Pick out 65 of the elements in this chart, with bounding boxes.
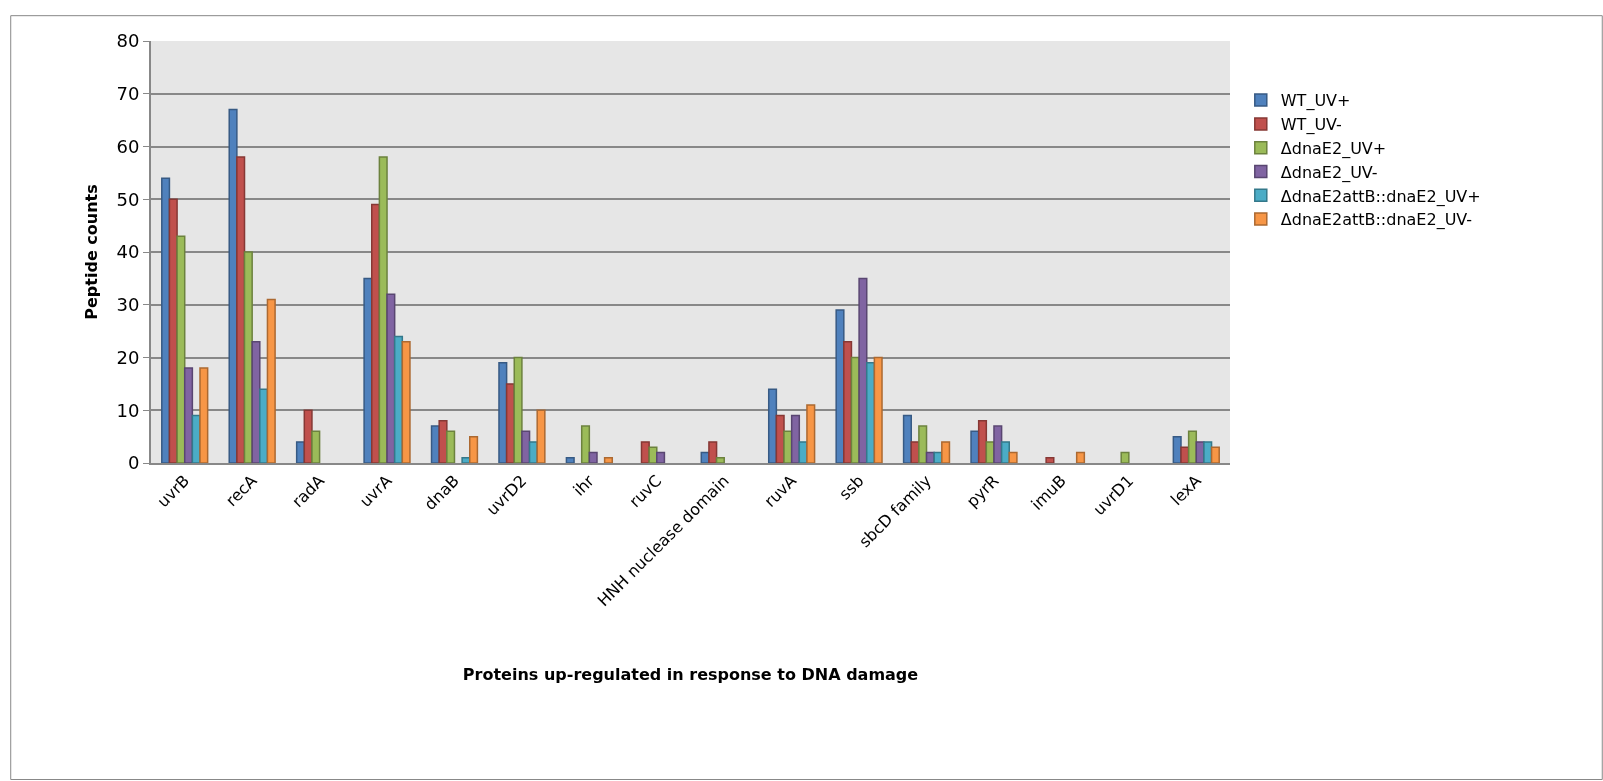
bar bbox=[993, 425, 1003, 463]
bar bbox=[580, 425, 591, 463]
bar bbox=[461, 456, 471, 463]
bar bbox=[858, 277, 868, 463]
y-axis-title: Peptide counts bbox=[81, 184, 101, 320]
bar bbox=[401, 340, 411, 463]
bar bbox=[1000, 441, 1010, 463]
bar bbox=[176, 235, 186, 463]
y-tick-label: 70 bbox=[116, 83, 140, 105]
bar bbox=[902, 414, 912, 463]
bar bbox=[1203, 441, 1213, 463]
bar bbox=[715, 456, 725, 463]
bar bbox=[446, 430, 456, 463]
bar bbox=[806, 404, 816, 463]
y-tick-label: 10 bbox=[116, 399, 140, 421]
bar bbox=[536, 409, 546, 463]
bar bbox=[469, 435, 479, 463]
bar bbox=[1210, 446, 1220, 463]
bar bbox=[603, 456, 614, 463]
bar bbox=[941, 441, 951, 463]
bar bbox=[251, 340, 261, 463]
x-axis-title: Proteins up-regulated in response to DNA damage bbox=[462, 665, 919, 685]
legend-label: ΔdnaE2attB::dnaE2_UV+ bbox=[1280, 186, 1481, 207]
bar bbox=[873, 356, 883, 463]
bar bbox=[656, 451, 666, 463]
y-tick-label: 40 bbox=[116, 241, 140, 263]
bar bbox=[199, 367, 209, 463]
bar bbox=[835, 309, 845, 463]
bar bbox=[588, 451, 598, 463]
bar bbox=[438, 420, 448, 463]
legend-label: ΔdnaE2attB::dnaE2_UV- bbox=[1280, 210, 1473, 231]
bar bbox=[1120, 451, 1130, 463]
legend-label: WT_UV+ bbox=[1280, 91, 1351, 112]
legend-label: WT_UV- bbox=[1280, 115, 1342, 136]
bar bbox=[183, 367, 194, 463]
y-tick-label: 80 bbox=[116, 30, 140, 52]
bar bbox=[266, 298, 276, 463]
bar bbox=[236, 156, 246, 463]
bar bbox=[311, 430, 321, 463]
bar bbox=[521, 430, 531, 463]
bar bbox=[648, 446, 658, 463]
x-tick-label: ssb bbox=[835, 471, 868, 504]
bar bbox=[386, 293, 396, 463]
bar bbox=[513, 356, 523, 463]
legend-label: ΔdnaE2_UV- bbox=[1280, 162, 1378, 183]
y-tick-label: 30 bbox=[116, 294, 140, 316]
bar bbox=[977, 420, 988, 463]
y-tick-label: 50 bbox=[116, 188, 140, 210]
bar bbox=[228, 108, 238, 463]
y-tick-label: 20 bbox=[116, 346, 140, 368]
y-tick-label: 60 bbox=[116, 135, 140, 157]
bar bbox=[708, 441, 718, 463]
bar bbox=[1187, 430, 1198, 463]
bar bbox=[1045, 456, 1055, 463]
bar bbox=[565, 456, 575, 463]
bar bbox=[767, 388, 778, 463]
legend-label: ΔdnaE2_UV+ bbox=[1280, 138, 1387, 159]
bar bbox=[790, 414, 801, 463]
bar bbox=[1180, 446, 1190, 463]
bar bbox=[498, 362, 508, 463]
bar bbox=[918, 425, 928, 463]
y-tick-label: 0 bbox=[127, 452, 140, 474]
bar bbox=[1008, 451, 1018, 463]
bar bbox=[1075, 451, 1086, 463]
x-tick-label: ihr bbox=[569, 470, 599, 500]
